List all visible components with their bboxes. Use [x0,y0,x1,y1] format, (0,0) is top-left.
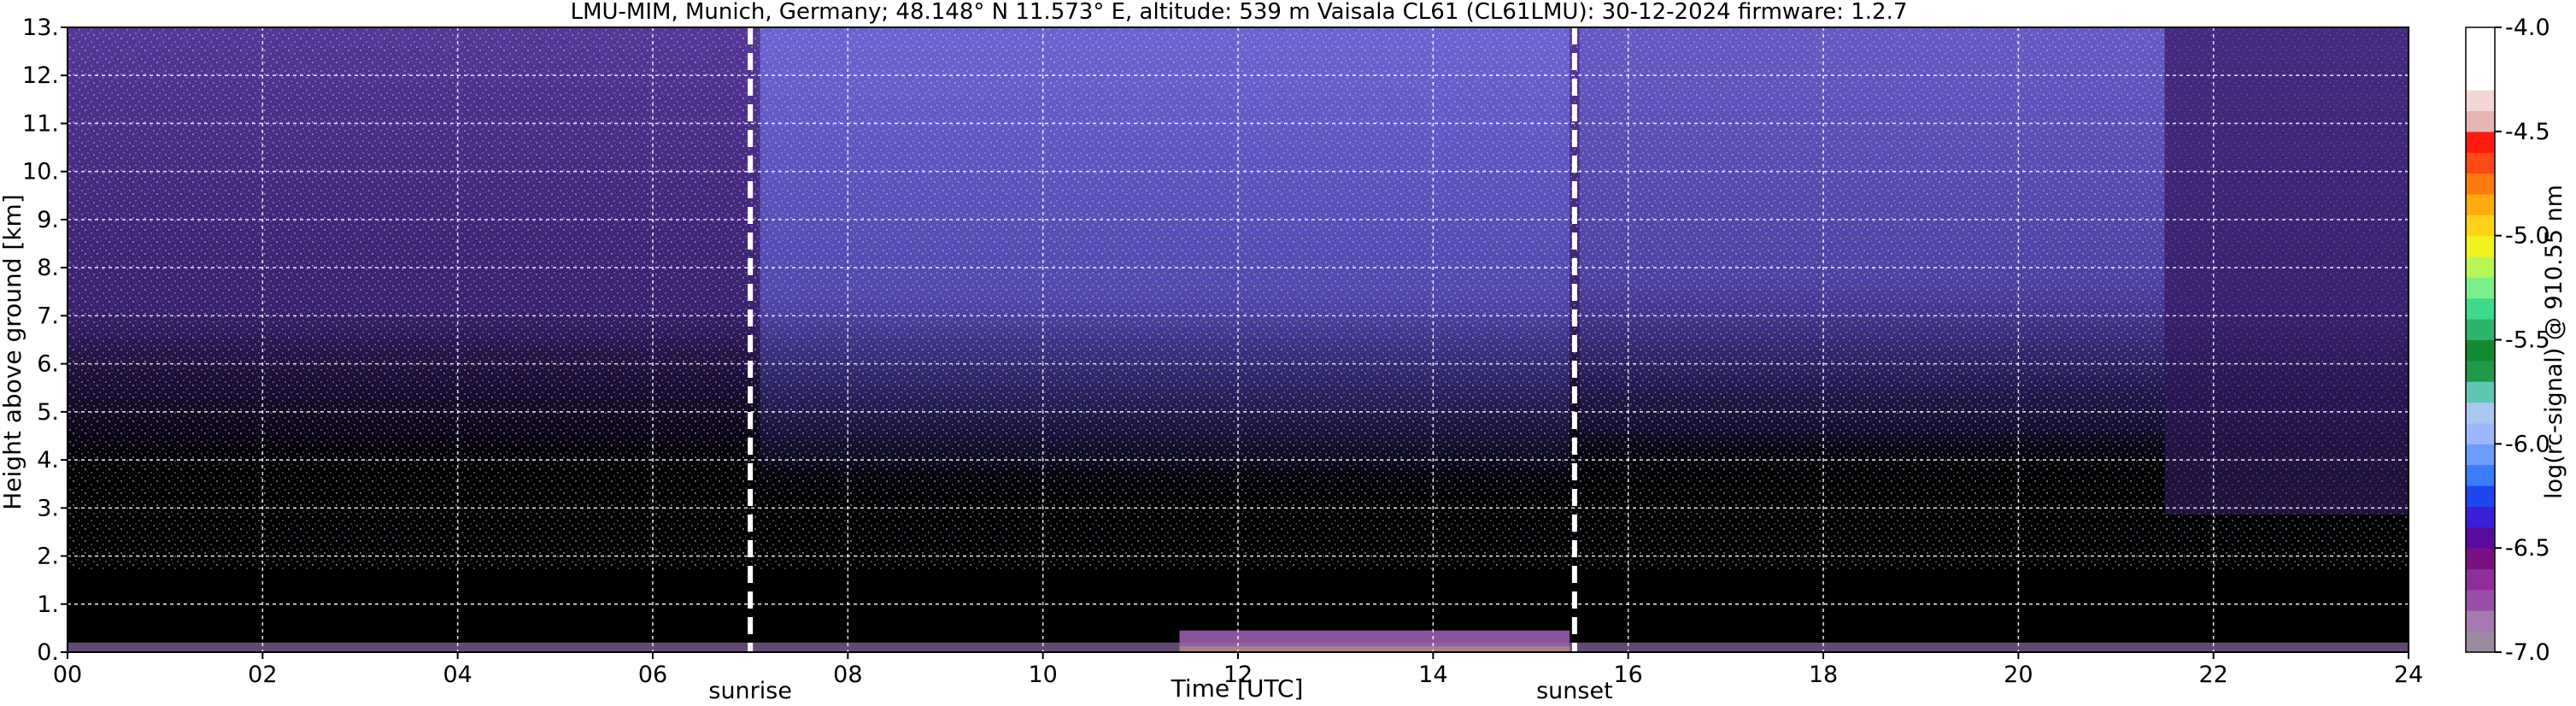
colorbar-tick-label: -4.0 [2505,15,2550,41]
colorbar-segment [2466,444,2495,466]
y-axis-label: Height above ground [km] [0,194,26,510]
colorbar-segment [2466,506,2495,528]
colorbar-segment [2466,360,2495,382]
colorbar-segment [2466,152,2495,174]
colorbar-segment [2466,297,2495,320]
colorbar-segment [2466,319,2495,340]
x-tick-label: 00 [53,662,82,688]
sunset-label: sunset [1536,678,1613,704]
y-tick-label: 4. [37,447,59,474]
x-tick-label: 24 [2394,662,2423,688]
y-tick-label: 0. [37,639,59,666]
colorbar-segment [2466,27,2495,91]
y-tick-label: 1. [37,591,59,618]
colorbar-segment [2466,402,2495,424]
colorbar-segment [2466,485,2495,507]
x-tick-label: 16 [1613,662,1642,688]
sun-events: sunrise sunset [708,27,1613,704]
y-tick-label: 12. [22,62,59,89]
y-tick-label: 13. [22,15,59,41]
y-tick-label: 10. [22,159,59,185]
colorbar-segment [2466,277,2495,299]
colorbar-tick-label: -5.5 [2505,327,2550,354]
x-tick-label: 12 [1223,662,1253,688]
colorbar-segment [2466,568,2495,591]
x-tick-label: 14 [1418,662,1447,688]
colorbar-segment [2466,256,2495,278]
colorbar-tick-label: -6.0 [2505,431,2550,457]
colorbar-segment [2466,422,2495,444]
y-tick-label: 8. [37,255,59,281]
x-tick-label: 20 [2004,662,2033,688]
colorbar-segment [2466,235,2495,257]
y-tick-label: 2. [37,544,59,570]
y-tick-label: 11. [22,110,59,137]
grid-lines [67,27,2409,652]
y-tick-label: 3. [37,495,59,521]
plot-area [67,27,2409,652]
y-tick-label: 6. [37,351,59,378]
sunrise-label: sunrise [708,678,792,704]
colorbar-segment [2466,527,2495,549]
x-tick-label: 18 [1809,662,1838,688]
colorbar-segment [2466,173,2495,195]
colorbar-tick-label: -5.0 [2505,223,2550,250]
x-tick-label: 06 [638,662,667,688]
colorbar-tick-label: -7.0 [2505,639,2550,666]
colorbar-label: log(rc-signal) @ 910.55 nm [2541,185,2567,499]
colorbar-segment [2466,110,2495,132]
x-tick-label: 02 [248,662,277,688]
backscatter-texture [67,27,2409,652]
y-tick-label: 5. [37,399,59,426]
plot-frame [67,26,2409,653]
colorbar-segment [2466,339,2495,362]
chart-title: LMU-MIM, Munich, Germany; 48.148° N 11.5… [571,0,1908,25]
colorbar-segment [2466,548,2495,570]
x-tick-label: 22 [2198,662,2227,688]
axes: 00 02 04 06 08 10 12 14 16 18 20 22 24 0. 1. 2. 3. 4. 5. 6.… [22,15,2423,688]
colorbar-segment [2466,381,2495,403]
x-tick-label: 08 [833,662,862,688]
colorbar-segment [2466,464,2495,486]
colorbar-segment [2466,589,2495,611]
colorbar-segment [2466,90,2495,111]
y-tick-label: 9. [37,207,59,233]
colorbar-segment [2466,215,2495,237]
x-axis-label: Time [UTC] [1171,674,1304,703]
colorbar-segment [2466,631,2495,653]
colorbar-segment [2466,610,2495,632]
colorbar: -7.0 -6.5 -6.0 -5.5 -5.0 -4.5 -4.0 [2465,15,2550,666]
colorbar-tick-label: -6.5 [2505,535,2550,562]
colorbar-tick-label: -4.5 [2505,119,2550,145]
x-tick-label: 04 [443,662,472,688]
y-tick-label: 7. [37,303,59,329]
x-tick-label: 10 [1028,662,1057,688]
colorbar-segment [2466,131,2495,153]
colorbar-segment [2466,193,2495,215]
